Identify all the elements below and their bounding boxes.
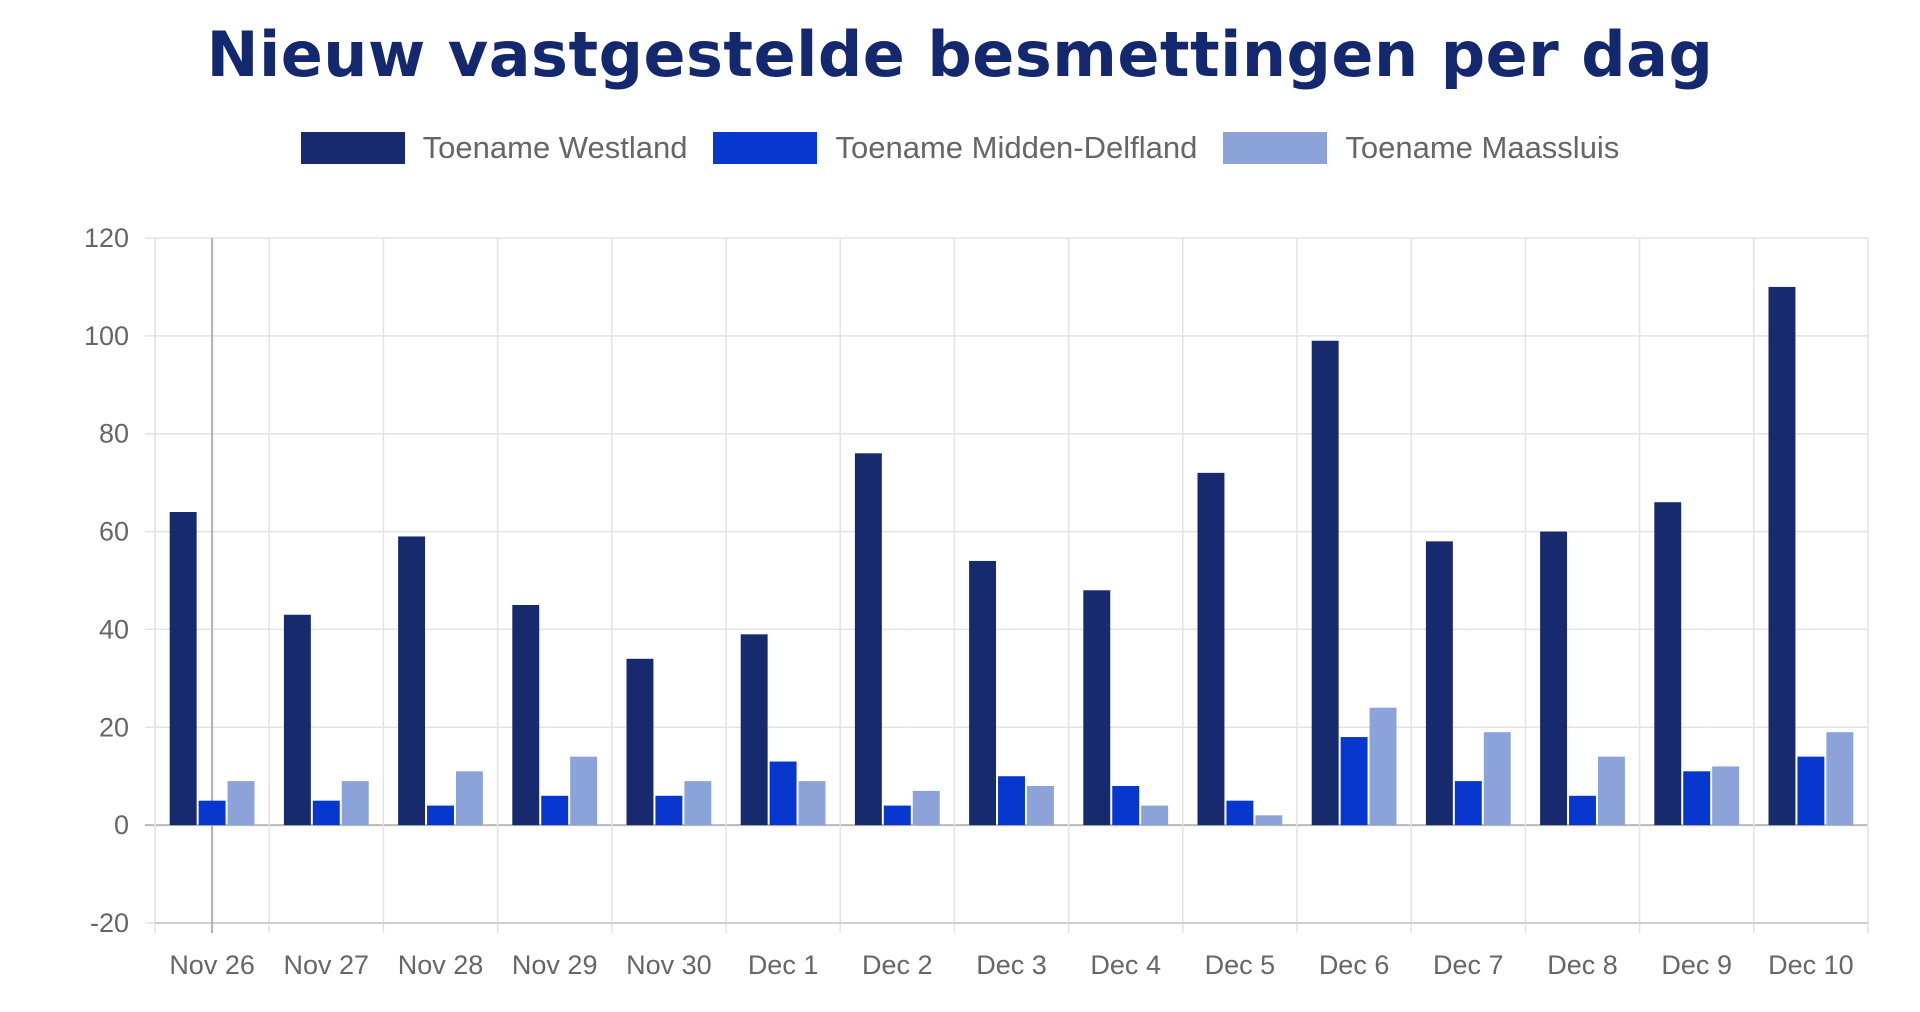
y-tick-label: 0 [114, 810, 129, 840]
chart-title: Nieuw vastgestelde besmettingen per dag [206, 18, 1714, 91]
x-tick-label: Dec 8 [1547, 950, 1618, 980]
bar-toename-maassluis-7 [1026, 786, 1054, 826]
x-tick-label: Dec 4 [1090, 950, 1161, 980]
x-tick-label: Dec 10 [1768, 950, 1854, 980]
x-tick-label: Dec 7 [1433, 950, 1504, 980]
bar-toename-maassluis-3 [570, 756, 598, 826]
bar-toename-westland-1 [283, 614, 311, 826]
x-tick-label: Dec 6 [1319, 950, 1390, 980]
bar-toename-midden-delfland-13 [1683, 771, 1711, 826]
bar-toename-midden-delfland-14 [1797, 756, 1825, 826]
y-tick-label: 40 [99, 614, 129, 644]
legend-item-midden-delfland[interactable]: Toename Midden-Delfland [713, 130, 1197, 166]
legend: Toename Westland Toename Midden-Delfland… [0, 130, 1920, 166]
bar-toename-westland-6 [854, 453, 882, 826]
bar-toename-maassluis-8 [1141, 805, 1169, 826]
bar-toename-maassluis-13 [1712, 766, 1740, 826]
bar-toename-westland-14 [1768, 286, 1796, 826]
x-tick-label: Nov 29 [512, 950, 598, 980]
x-tick-label: Nov 27 [284, 950, 370, 980]
bar-toename-maassluis-10 [1369, 707, 1397, 826]
bar-toename-westland-11 [1425, 541, 1453, 826]
bar-toename-midden-delfland-5 [769, 761, 797, 826]
x-tick-label: Nov 26 [169, 950, 255, 980]
y-tick-label: 20 [99, 712, 129, 742]
legend-swatch-midden-delfland [713, 132, 818, 164]
legend-label-midden-delfland: Toename Midden-Delfland [835, 130, 1198, 165]
legend-swatch-maassluis [1223, 132, 1328, 164]
x-tick-label: Dec 9 [1661, 950, 1732, 980]
x-tick-label: Dec 1 [748, 950, 819, 980]
bar-toename-westland-10 [1311, 340, 1339, 826]
bar-toename-midden-delfland-2 [427, 805, 454, 826]
bar-toename-westland-7 [969, 560, 997, 826]
bar-toename-westland-12 [1540, 531, 1568, 826]
bar-toename-maassluis-6 [912, 790, 940, 826]
bar-toename-maassluis-4 [684, 781, 712, 826]
bar-toename-maassluis-9 [1255, 815, 1283, 826]
legend-label-maassluis: Toename Maassluis [1345, 130, 1620, 165]
bar-toename-midden-delfland-3 [541, 795, 569, 826]
bar-toename-westland-13 [1654, 502, 1682, 826]
bar-toename-midden-delfland-4 [655, 795, 683, 826]
bar-toename-westland-2 [398, 536, 426, 826]
legend-item-westland[interactable]: Toename Westland [300, 130, 688, 166]
bar-toename-midden-delfland-8 [1112, 786, 1140, 826]
bar-toename-maassluis-5 [798, 781, 826, 826]
bar-toename-westland-8 [1083, 590, 1111, 826]
bar-toename-maassluis-11 [1483, 732, 1511, 826]
x-tick-label: Nov 30 [626, 950, 712, 980]
bar-toename-westland-0 [169, 512, 197, 826]
bar-toename-midden-delfland-6 [883, 805, 911, 826]
bar-toename-maassluis-1 [341, 781, 369, 826]
y-tick-label: -20 [90, 908, 129, 938]
bar-toename-midden-delfland-9 [1226, 800, 1254, 826]
bar-toename-midden-delfland-7 [998, 776, 1025, 826]
x-tick-label: Nov 28 [398, 950, 484, 980]
bar-toename-westland-5 [740, 634, 768, 826]
bar-toename-midden-delfland-12 [1569, 795, 1596, 826]
legend-swatch-westland [300, 132, 405, 164]
legend-label-westland: Toename Westland [422, 130, 688, 165]
legend-item-maassluis[interactable]: Toename Maassluis [1223, 130, 1619, 166]
bar-toename-midden-delfland-1 [312, 800, 340, 826]
bar-toename-westland-9 [1197, 472, 1225, 826]
bar-toename-westland-3 [512, 604, 540, 826]
x-tick-label: Dec 3 [976, 950, 1047, 980]
y-tick-label: 80 [99, 419, 129, 449]
bar-toename-maassluis-14 [1826, 732, 1854, 826]
bar-toename-midden-delfland-0 [198, 800, 226, 826]
bar-toename-westland-4 [626, 658, 654, 826]
x-tick-label: Dec 2 [862, 950, 933, 980]
y-tick-label: 60 [99, 517, 129, 547]
y-tick-label: 100 [84, 321, 129, 351]
bar-toename-midden-delfland-11 [1454, 781, 1482, 826]
y-tick-label: 120 [84, 223, 129, 253]
bar-toename-maassluis-12 [1597, 756, 1625, 826]
bar-toename-maassluis-0 [227, 781, 255, 826]
bar-toename-midden-delfland-10 [1340, 737, 1368, 826]
x-tick-label: Dec 5 [1205, 950, 1276, 980]
bar-toename-maassluis-2 [455, 771, 483, 826]
